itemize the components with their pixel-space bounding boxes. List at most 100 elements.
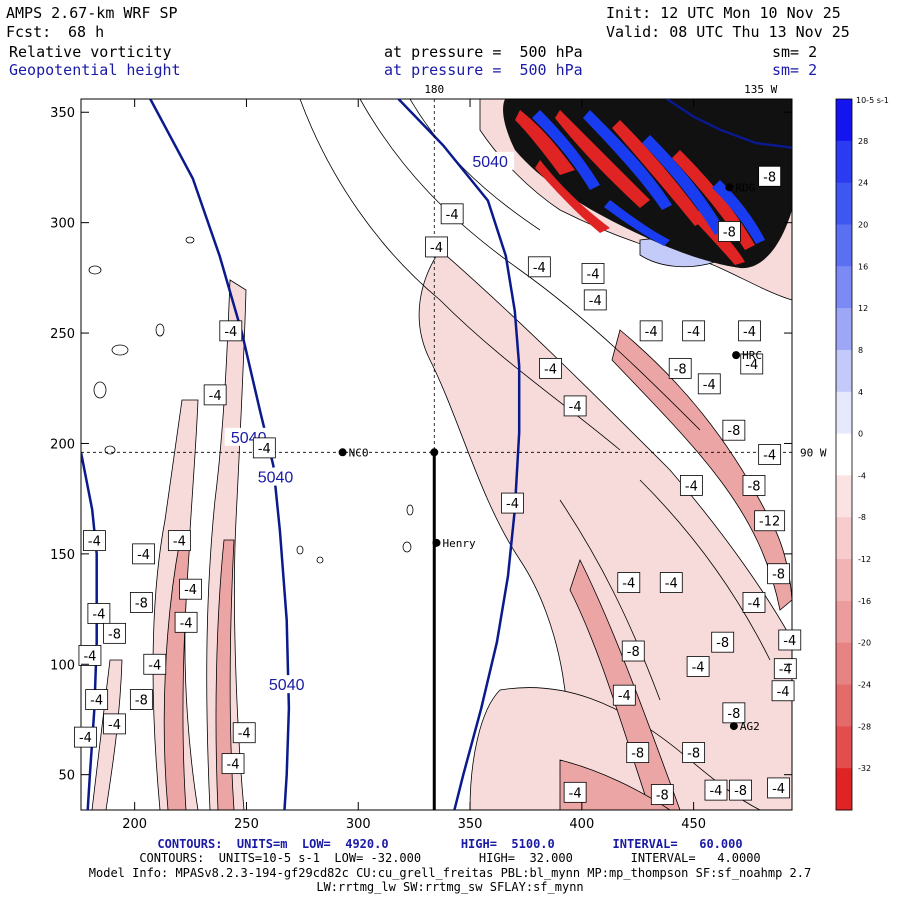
- geopotential-label-bg: [262, 675, 311, 694]
- vorticity-label: -4: [184, 583, 197, 598]
- vorticity-label-box: [221, 753, 245, 775]
- station-label: HRC: [742, 349, 762, 362]
- vorticity-label-box: [742, 592, 766, 613]
- vorticity-label: -4: [238, 727, 251, 742]
- vorticity-label-box: [682, 742, 706, 763]
- geopotential-label-bg: [251, 467, 300, 486]
- vorticity-label-box: [83, 530, 106, 552]
- colorbar-swatch: [836, 99, 852, 142]
- colorbar-swatch: [836, 726, 852, 769]
- vorticity-label: -8: [656, 789, 669, 804]
- vorticity-label-box: [539, 357, 562, 379]
- vorticity-label-box: [132, 543, 156, 565]
- colorbar-tick-label: 4: [858, 388, 863, 397]
- colorbar-swatch: [836, 433, 852, 476]
- geopotential-contour: [397, 99, 521, 810]
- vorticity-label-box: [527, 256, 551, 278]
- colorbar-swatch: [836, 140, 852, 184]
- vorticity-label-box: [563, 781, 587, 803]
- vorticity-label-box: [659, 572, 683, 593]
- vorticity-label: -8: [631, 747, 644, 762]
- vorticity-band: [215, 539, 235, 810]
- colorbar-tick-label: 12: [858, 304, 868, 313]
- vorticity-label: -4: [79, 731, 92, 746]
- geopotential-contour: [81, 452, 98, 810]
- vorticity-label: -8: [687, 747, 700, 762]
- vorticity-label: -4: [763, 449, 776, 464]
- colorbar-swatch: [836, 182, 852, 225]
- colorbar-swatch: [836, 684, 852, 727]
- vorticity-label: -4: [137, 548, 150, 563]
- forecast-label: Fcst:: [6, 23, 52, 41]
- geopotential-contour: [149, 99, 291, 810]
- vorticity-label-box: [729, 779, 752, 801]
- vorticity-label: -4: [745, 358, 758, 373]
- x-tick-label: 200: [122, 817, 147, 832]
- vorticity-label-box: [722, 419, 746, 441]
- vorticity-label: -4: [618, 689, 631, 704]
- vorticity-label-box: [758, 165, 782, 187]
- colorbar-swatch: [836, 224, 852, 267]
- vorticity-label-box: [686, 656, 710, 677]
- vorticity-label: -4: [148, 658, 161, 673]
- vorticity-label-box: [167, 530, 191, 552]
- colorbar-frame: [835, 98, 853, 811]
- colorbar-swatch: [836, 559, 852, 602]
- vorticity-label: -4: [544, 362, 557, 377]
- geopotential-label-bg: [466, 151, 515, 170]
- vorticity-label-box: [742, 475, 766, 496]
- vorticity-label: -4: [772, 782, 785, 797]
- station-marker: [729, 722, 738, 731]
- vorticity-label: -4: [685, 479, 698, 494]
- vorticity-label-box: [773, 658, 797, 680]
- vorticity-label: -4: [589, 294, 602, 309]
- x-tick-label: 250: [234, 817, 259, 832]
- vorticity-label-box: [74, 726, 97, 748]
- colorbar-swatch: [836, 391, 852, 435]
- vorticity-label-box: [103, 713, 126, 735]
- station-label: NCO: [349, 446, 369, 459]
- geopotential-contour: [666, 99, 792, 149]
- vorticity-label: -8: [108, 627, 121, 642]
- vorticity-label: -8: [674, 362, 687, 377]
- vorticity-label-box: [143, 653, 167, 675]
- vorticity-label: -4: [779, 663, 792, 678]
- colorbar-swatch: [836, 349, 852, 393]
- colorbar-tick-label: -4: [858, 471, 866, 480]
- station-marker: [725, 183, 734, 192]
- vorticity-label-box: [621, 640, 645, 662]
- vorticity-label-box: [767, 563, 790, 585]
- colorbar-tick-label: 16: [858, 262, 868, 271]
- longitude-label: 180: [424, 83, 444, 96]
- vorticity-band: [611, 329, 792, 611]
- vorticity-label-box: [219, 320, 243, 342]
- vorticity-label-box: [771, 680, 795, 702]
- vorticity-band: [532, 110, 765, 246]
- forecast-hours: 68 h: [68, 23, 105, 41]
- colorbar-tick-label: 8: [858, 346, 863, 355]
- vorticity-label: -4: [645, 325, 658, 340]
- vorticity-label-box: [767, 777, 790, 799]
- vorticity-label: -8: [135, 694, 148, 709]
- vorticity-label-box: [679, 475, 703, 496]
- vorticity-label-box: [778, 629, 802, 651]
- vorticity-label: -4: [703, 378, 716, 393]
- colorbar-tick-label: -24: [858, 681, 871, 690]
- vorticity-label: -4: [180, 616, 193, 631]
- vorticity-label: -4: [209, 389, 222, 404]
- vorticity-label: -4: [777, 685, 790, 700]
- x-tick-label: 400: [569, 817, 594, 832]
- field1-smoothing: sm= 2: [772, 43, 818, 61]
- vorticity-label: -8: [716, 636, 729, 651]
- footer-contours-vorticity: CONTOURS: UNITS=10-5 s-1 LOW= -32.000 HI…: [139, 851, 761, 865]
- colorbar-tick-label: -20: [858, 639, 871, 648]
- vorticity-label-box: [129, 689, 153, 710]
- vorticity-label: -4: [533, 261, 546, 276]
- vorticity-label-box: [639, 320, 663, 342]
- vorticity-label-box: [179, 578, 202, 600]
- x-tick-label: 450: [681, 817, 706, 832]
- vorticity-label-box: [704, 779, 728, 801]
- model-title: AMPS 2.67-km WRF SP: [6, 4, 178, 22]
- station-marker: [732, 351, 741, 360]
- y-tick-label: 50: [58, 769, 75, 784]
